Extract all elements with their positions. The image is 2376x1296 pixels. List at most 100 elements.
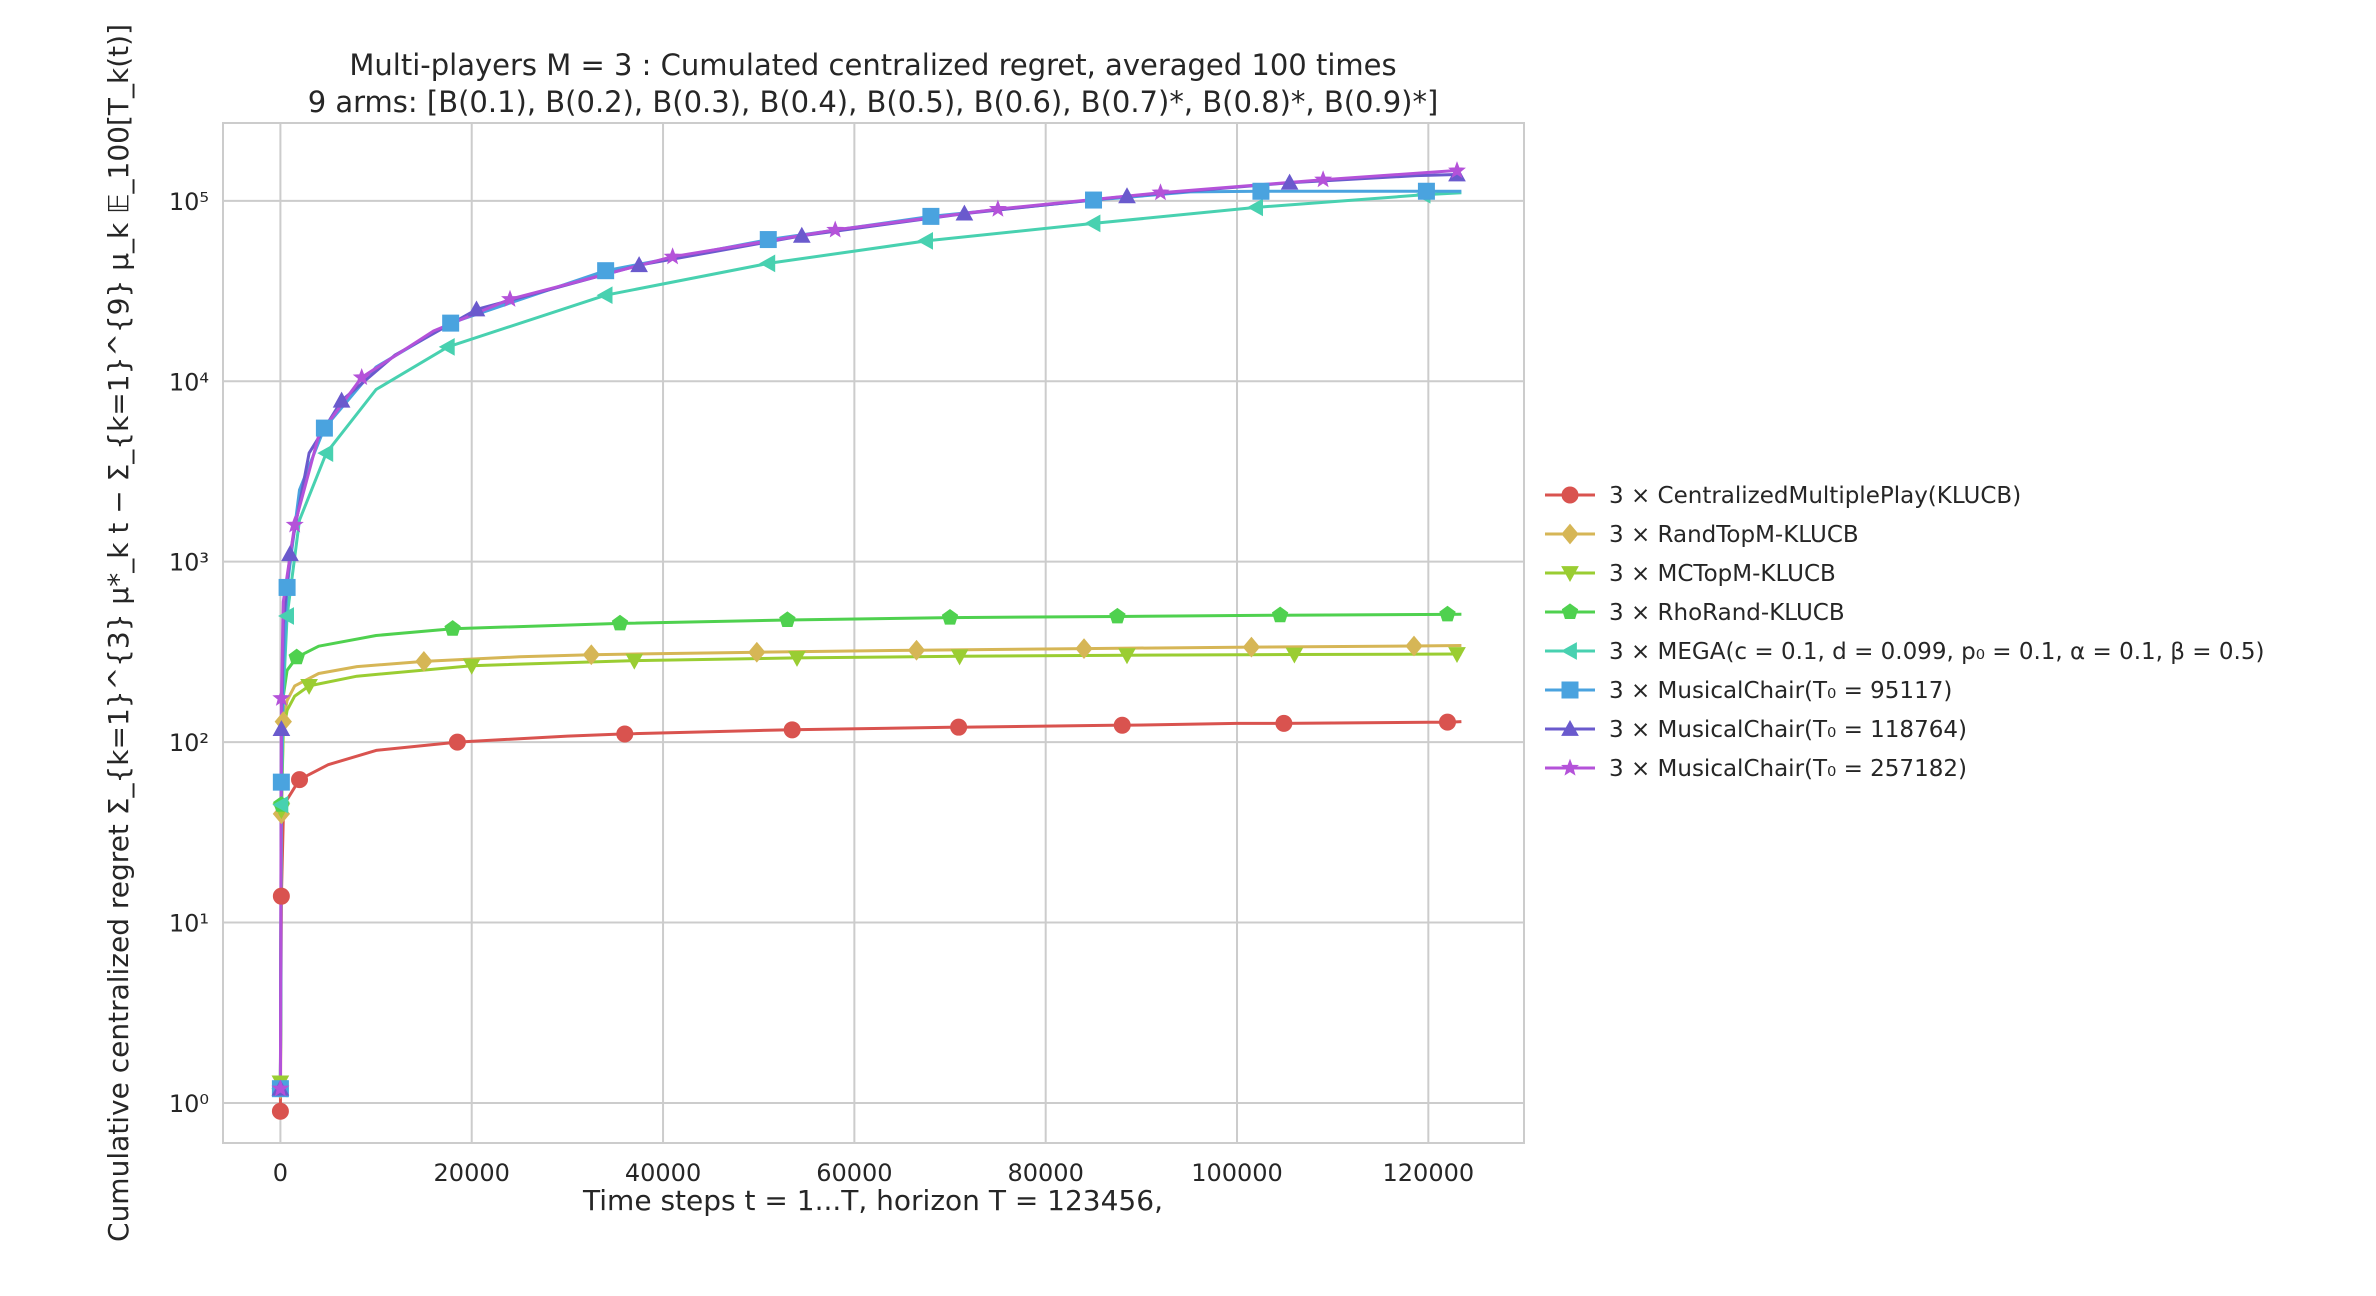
data-point bbox=[955, 204, 974, 221]
data-point bbox=[826, 220, 845, 238]
data-point bbox=[332, 391, 351, 408]
y-tick-labels: 10⁰ 10¹ 10² 10³ 10⁴ 10⁵ bbox=[169, 188, 209, 1118]
legend-entry: 3 × MEGA(c = 0.1, d = 0.099, p₀ = 0.1, α… bbox=[1609, 639, 2264, 665]
legend-marker bbox=[1561, 603, 1579, 619]
data-point bbox=[748, 641, 766, 663]
data-point bbox=[1314, 170, 1333, 188]
legend-entry: 3 × MCTopM-KLUCB bbox=[1609, 561, 1836, 587]
x-tick-label: 20000 bbox=[434, 1159, 510, 1187]
legend: 3 × CentralizedMultiplePlay(KLUCB) 3 × Ra… bbox=[1545, 483, 2264, 782]
data-point bbox=[272, 773, 290, 791]
data-point bbox=[950, 718, 968, 736]
data-point bbox=[272, 720, 291, 736]
data-point bbox=[444, 620, 461, 636]
data-point bbox=[759, 254, 776, 273]
x-tick-label: 80000 bbox=[1008, 1159, 1084, 1187]
x-tick-label: 40000 bbox=[625, 1159, 701, 1187]
data-point bbox=[1247, 198, 1263, 217]
data-point bbox=[625, 653, 644, 670]
y-axis-label: Cumulative centralized regret Σ_{k=1}^{3… bbox=[102, 24, 135, 1242]
x-tick-label: 120000 bbox=[1383, 1159, 1475, 1187]
data-point bbox=[759, 231, 777, 249]
data-point bbox=[630, 256, 648, 273]
data-point bbox=[1109, 607, 1126, 624]
data-point bbox=[272, 688, 291, 706]
data-point bbox=[1271, 606, 1289, 623]
legend-marker bbox=[1561, 566, 1579, 583]
data-point bbox=[616, 725, 634, 743]
legend-marker bbox=[1561, 523, 1579, 545]
data-point bbox=[1448, 161, 1466, 179]
data-point bbox=[272, 795, 289, 814]
data-point bbox=[1417, 182, 1435, 200]
data-point bbox=[1405, 635, 1423, 657]
data-point bbox=[1075, 638, 1093, 659]
data-point bbox=[271, 1079, 290, 1097]
chart-title: Multi-players M = 3 : Cumulated centrali… bbox=[349, 48, 1396, 82]
data-point bbox=[278, 607, 294, 625]
data-point bbox=[300, 679, 318, 695]
data-point bbox=[272, 887, 290, 905]
data-point bbox=[596, 286, 613, 305]
data-point bbox=[1285, 647, 1304, 664]
data-point bbox=[1118, 648, 1136, 665]
data-point bbox=[448, 733, 466, 751]
data-point bbox=[352, 367, 371, 386]
data-point bbox=[1085, 191, 1103, 209]
legend-entry: 3 × MusicalChair(T₀ = 257182) bbox=[1609, 756, 1967, 782]
data-point bbox=[1275, 714, 1293, 732]
data-point bbox=[281, 545, 299, 562]
data-point bbox=[1118, 187, 1136, 204]
data-point bbox=[922, 207, 940, 225]
data-point bbox=[1439, 605, 1456, 622]
legend-entry: 3 × RandTopM-KLUCB bbox=[1609, 522, 1859, 548]
data-point bbox=[582, 644, 600, 666]
series-line-0 bbox=[278, 720, 1462, 1112]
legend-entry: 3 × RhoRand-KLUCB bbox=[1609, 600, 1845, 626]
data-point bbox=[442, 314, 460, 332]
data-point bbox=[941, 608, 959, 625]
data-point bbox=[1280, 173, 1299, 190]
data-point bbox=[317, 444, 334, 462]
data-point bbox=[779, 611, 796, 627]
data-point bbox=[788, 651, 806, 667]
legend-entry: 3 × MusicalChair(T₀ = 95117) bbox=[1609, 678, 1952, 704]
legend-entry: 3 × CentralizedMultiplePlay(KLUCB) bbox=[1609, 483, 2021, 509]
data-point bbox=[467, 300, 486, 317]
data-point bbox=[1252, 182, 1270, 200]
data-point bbox=[462, 658, 481, 675]
legend-marker bbox=[1560, 642, 1577, 660]
data-point bbox=[792, 226, 811, 243]
y-tick-label: 10⁴ bbox=[169, 368, 209, 396]
y-tick-label: 10⁰ bbox=[169, 1090, 209, 1118]
data-point bbox=[663, 247, 682, 265]
legend-marker bbox=[1561, 758, 1579, 776]
legend-entry: 3 × MusicalChair(T₀ = 118764) bbox=[1609, 717, 1967, 743]
legend-marker bbox=[1561, 486, 1579, 504]
data-point bbox=[1084, 214, 1101, 233]
data-point bbox=[1151, 183, 1170, 201]
chart-subtitle: 9 arms: [B(0.1), B(0.2), B(0.3), B(0.4),… bbox=[308, 85, 1439, 119]
data-point bbox=[1438, 713, 1456, 731]
x-tick-label: 60000 bbox=[816, 1159, 892, 1187]
legend-marker bbox=[1561, 719, 1579, 736]
plot-area bbox=[222, 122, 1525, 1144]
data-point bbox=[1242, 636, 1261, 658]
data-point bbox=[501, 289, 519, 307]
series-markers bbox=[271, 161, 1466, 1120]
data-point bbox=[288, 648, 305, 665]
data-point bbox=[1113, 716, 1131, 734]
data-point bbox=[917, 232, 933, 250]
data-point bbox=[315, 419, 333, 437]
y-tick-label: 10² bbox=[169, 729, 209, 757]
y-tick-label: 10⁵ bbox=[169, 188, 209, 216]
data-point bbox=[783, 721, 801, 739]
data-point bbox=[907, 639, 926, 661]
data-point bbox=[950, 649, 969, 666]
x-tick-label: 0 bbox=[273, 1159, 288, 1187]
x-tick-labels: 0 20000 40000 60000 80000 100000 120000 bbox=[273, 1159, 1474, 1187]
data-point bbox=[597, 262, 615, 280]
data-point bbox=[415, 651, 433, 672]
data-point bbox=[285, 515, 304, 533]
